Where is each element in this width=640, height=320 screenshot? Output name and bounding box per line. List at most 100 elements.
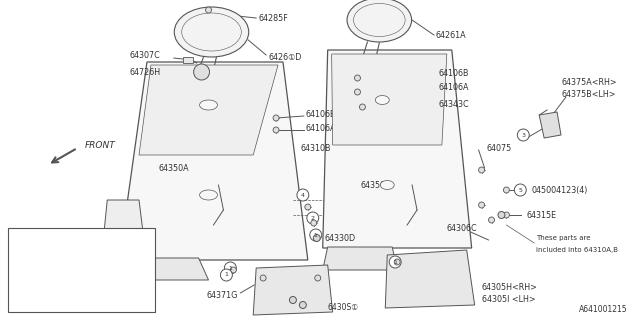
Text: 64343C: 64343C	[439, 100, 470, 108]
Text: 64285F: 64285F	[258, 13, 288, 22]
Text: 1: 1	[393, 260, 397, 265]
Text: 6430S①: 6430S①	[328, 303, 359, 313]
Circle shape	[260, 275, 266, 281]
Text: 64305H<RH>: 64305H<RH>	[481, 284, 538, 292]
Circle shape	[297, 189, 309, 201]
Circle shape	[314, 235, 320, 242]
Circle shape	[504, 187, 509, 193]
Text: 3: 3	[522, 132, 525, 138]
PathPatch shape	[539, 112, 561, 138]
Ellipse shape	[200, 100, 218, 110]
Text: 64106B: 64106B	[439, 68, 469, 77]
Circle shape	[300, 301, 307, 308]
Text: B: B	[38, 278, 42, 283]
Circle shape	[220, 269, 232, 281]
Ellipse shape	[182, 13, 241, 51]
PathPatch shape	[119, 62, 308, 260]
Circle shape	[35, 254, 45, 265]
Text: FRONT: FRONT	[84, 140, 115, 149]
Text: 2: 2	[19, 257, 23, 262]
PathPatch shape	[323, 247, 397, 270]
Text: included into 64310A,B: included into 64310A,B	[536, 247, 618, 253]
Circle shape	[273, 115, 279, 121]
Circle shape	[360, 104, 365, 110]
Text: 64350B: 64350B	[360, 180, 390, 189]
Circle shape	[194, 64, 209, 80]
Circle shape	[498, 212, 505, 219]
Circle shape	[273, 127, 279, 133]
Circle shape	[230, 267, 236, 273]
Text: 023808000(1): 023808000(1)	[47, 255, 102, 264]
Circle shape	[305, 204, 311, 210]
Text: 64310B: 64310B	[301, 143, 331, 153]
Circle shape	[504, 212, 509, 218]
Circle shape	[225, 262, 236, 274]
Text: 64106A: 64106A	[306, 124, 337, 132]
Text: 1: 1	[228, 266, 232, 270]
Circle shape	[355, 89, 360, 95]
Circle shape	[479, 202, 484, 208]
Text: 64330D: 64330D	[324, 234, 355, 243]
Text: 3: 3	[19, 278, 23, 283]
PathPatch shape	[104, 200, 144, 250]
Ellipse shape	[174, 7, 249, 57]
PathPatch shape	[323, 50, 472, 248]
Ellipse shape	[353, 4, 405, 36]
PathPatch shape	[332, 54, 447, 145]
Text: 64726H: 64726H	[129, 68, 160, 76]
Text: A641001215: A641001215	[579, 305, 628, 314]
Text: 045004123(4): 045004123(4)	[531, 186, 588, 195]
Text: 64261A: 64261A	[436, 30, 467, 39]
Circle shape	[310, 229, 322, 241]
Circle shape	[479, 167, 484, 173]
PathPatch shape	[253, 265, 333, 315]
Circle shape	[515, 184, 526, 196]
Text: 64371G: 64371G	[207, 292, 238, 300]
Circle shape	[289, 297, 296, 303]
Circle shape	[16, 276, 26, 285]
Circle shape	[307, 212, 319, 224]
Text: 64315E: 64315E	[526, 211, 556, 220]
Ellipse shape	[375, 95, 389, 105]
Text: 2: 2	[311, 215, 315, 220]
Circle shape	[16, 234, 26, 244]
Circle shape	[394, 259, 400, 265]
Text: 64106B: 64106B	[306, 109, 337, 118]
Circle shape	[205, 7, 211, 13]
Text: 64305I <LH>: 64305I <LH>	[481, 295, 535, 305]
PathPatch shape	[139, 65, 278, 155]
Ellipse shape	[347, 0, 412, 42]
Circle shape	[35, 276, 45, 285]
Text: 5: 5	[518, 188, 522, 193]
Text: 1: 1	[19, 236, 23, 241]
Text: 1: 1	[225, 273, 228, 277]
FancyBboxPatch shape	[8, 228, 155, 312]
Bar	[182, 57, 193, 63]
Circle shape	[315, 275, 321, 281]
Text: M060004: M060004	[36, 234, 72, 243]
Circle shape	[355, 75, 360, 81]
PathPatch shape	[108, 258, 209, 280]
Circle shape	[517, 129, 529, 141]
Text: 010106160  (4): 010106160 (4)	[47, 276, 107, 285]
Circle shape	[16, 297, 26, 307]
Text: 4: 4	[301, 193, 305, 197]
Text: 1: 1	[314, 233, 317, 237]
Text: N: N	[37, 257, 42, 262]
Text: 64075: 64075	[486, 143, 512, 153]
Text: 64307C: 64307C	[129, 51, 160, 60]
Ellipse shape	[380, 180, 394, 189]
Text: 64306C: 64306C	[447, 223, 477, 233]
Circle shape	[311, 220, 317, 226]
Text: These parts are: These parts are	[536, 235, 591, 241]
Circle shape	[16, 254, 26, 265]
PathPatch shape	[385, 250, 475, 308]
Text: 4: 4	[19, 299, 23, 304]
Text: 6426①D: 6426①D	[268, 52, 301, 61]
Text: 64350A: 64350A	[159, 164, 189, 172]
Text: 64375A<RH>: 64375A<RH>	[561, 77, 617, 86]
Text: 64375B<LH>: 64375B<LH>	[561, 90, 616, 99]
Ellipse shape	[200, 190, 218, 200]
Text: 64106A: 64106A	[439, 83, 469, 92]
Text: M000115: M000115	[36, 297, 72, 306]
